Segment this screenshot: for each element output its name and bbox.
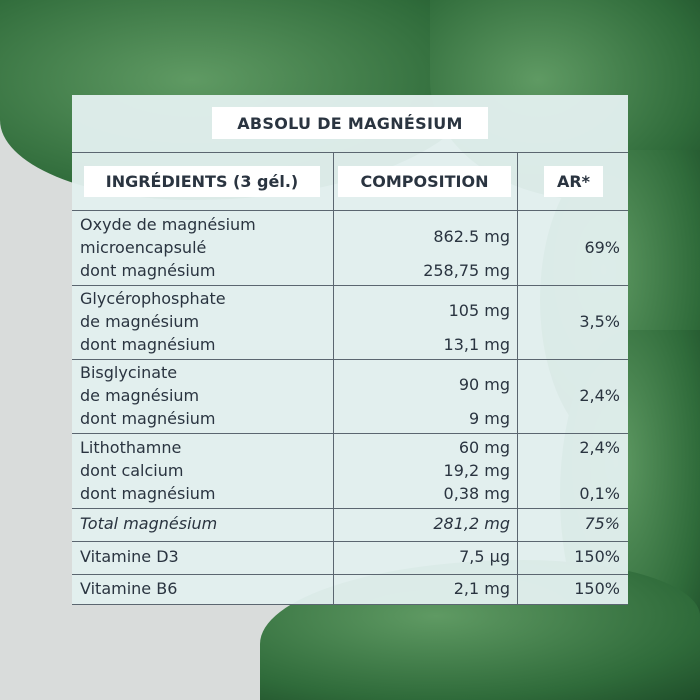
ingredient: microencapsulé [80,238,207,257]
composition: 90 mg [458,375,510,394]
header-ar: AR* [544,166,603,197]
ingredient: dont magnésium [80,261,216,280]
ingredient: Glycérophosphate [80,289,226,308]
divider [72,152,628,153]
divider [72,604,628,605]
ar-value: 3,5% [579,312,620,331]
ar-value: 150% [574,547,620,566]
header-ingredients: INGRÉDIENTS (3 gél.) [84,166,320,197]
divider [72,508,628,509]
divider [72,574,628,575]
nutrition-table: ABSOLU DE MAGNÉSIUM INGRÉDIENTS (3 gél.)… [72,95,628,605]
ar-value: 69% [584,238,620,257]
divider [72,433,628,434]
divider [72,285,628,286]
composition: 281,2 mg [433,514,510,533]
ingredient: Lithothamne [80,438,182,457]
composition: 105 mg [448,301,510,320]
ingredient: dont magnésium [80,484,216,503]
composition: 9 mg [468,409,510,428]
composition: 13,1 mg [443,335,510,354]
composition: 862.5 mg [433,227,510,246]
ar-value: 75% [584,514,620,533]
divider [517,152,518,605]
ingredient: Oxyde de magnésium [80,215,256,234]
divider [72,210,628,211]
ingredient: Bisglycinate [80,363,178,382]
ingredient: Vitamine D3 [80,547,179,566]
ingredient: dont magnésium [80,409,216,428]
composition: 60 mg [458,438,510,457]
divider [333,152,334,605]
ingredient: Total magnésium [80,514,218,533]
composition: 19,2 mg [443,461,510,480]
composition: 0,38 mg [443,484,510,503]
divider [72,359,628,360]
header-composition: COMPOSITION [338,166,511,197]
ingredient: dont magnésium [80,335,216,354]
ingredient: dont calcium [80,461,184,480]
composition: 258,75 mg [423,261,510,280]
table-title: ABSOLU DE MAGNÉSIUM [212,107,488,139]
ar-value: 150% [574,579,620,598]
ar-value: 0,1% [579,484,620,503]
ingredient: de magnésium [80,386,200,405]
ar-value: 2,4% [579,386,620,405]
ingredient: Vitamine B6 [80,579,178,598]
composition: 7,5 µg [459,547,510,566]
ingredient: de magnésium [80,312,200,331]
ar-value: 2,4% [579,438,620,457]
composition: 2,1 mg [453,579,510,598]
divider [72,541,628,542]
